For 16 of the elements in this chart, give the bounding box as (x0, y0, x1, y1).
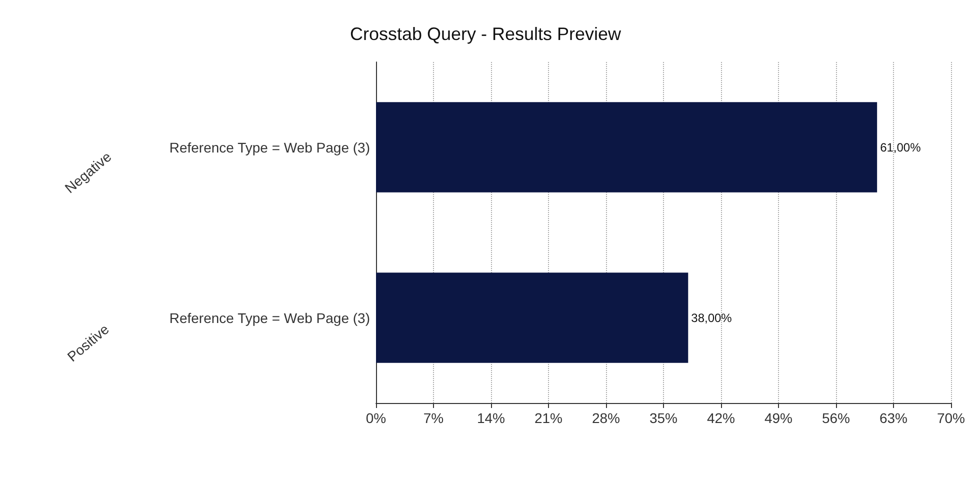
x-tick-label: 70% (936, 410, 966, 426)
chart-title: Crosstab Query - Results Preview (350, 24, 622, 44)
data-label: 61,00% (880, 140, 922, 154)
x-tick-label: 28% (592, 410, 620, 426)
y-tick-label: Reference Type = Web Page (3) (169, 310, 370, 326)
x-tick-label: 7% (423, 410, 444, 426)
x-tick-label: 21% (534, 410, 563, 426)
x-tick-label: 14% (476, 410, 506, 426)
x-tick-label: 35% (649, 410, 678, 426)
y-tick-label: Reference Type = Web Page (3) (169, 139, 370, 156)
x-tick-label: 49% (764, 410, 793, 426)
x-tick-label: 0% (366, 410, 386, 426)
x-tick-label: 42% (706, 410, 736, 426)
data-label: 38,00% (691, 310, 732, 325)
x-tick-label: 56% (822, 410, 850, 426)
x-tick-label: 63% (879, 410, 908, 426)
